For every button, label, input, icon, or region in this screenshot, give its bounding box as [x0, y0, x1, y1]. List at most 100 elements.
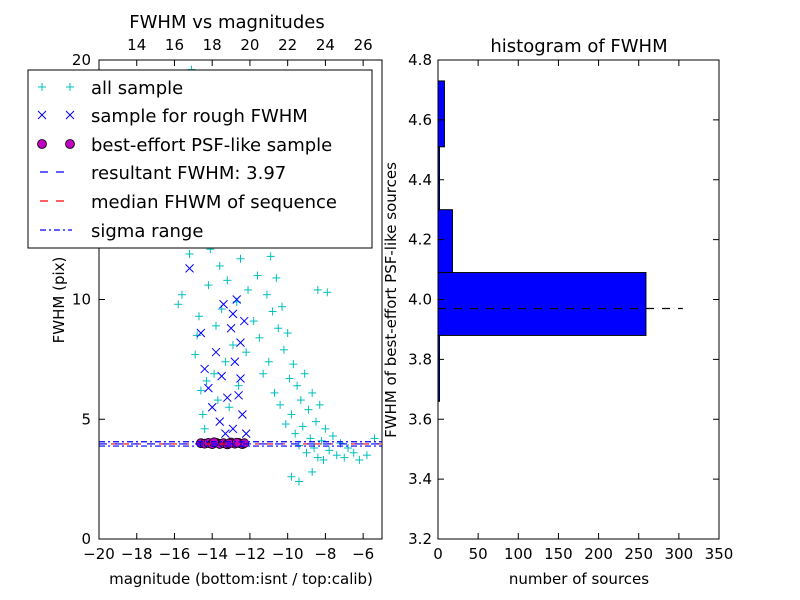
scatter-point-s0-46	[270, 388, 279, 397]
scatter-top-tick-label: 20	[240, 36, 259, 54]
scatter-point-s0-79	[344, 443, 353, 452]
scatter-point-s1-15	[236, 338, 245, 347]
scatter-point-s0-20	[221, 357, 230, 366]
scatter-point-s1-19	[236, 374, 245, 383]
histogram-x-tick-label: 350	[705, 545, 734, 563]
legend-marker-1-a	[37, 110, 47, 120]
scatter-point-s0-42	[262, 290, 271, 299]
histogram-x-tick-label: 100	[504, 545, 533, 563]
scatter-point-s0-48	[274, 324, 283, 333]
scatter-point-s0-55	[287, 410, 296, 419]
scatter-top-tick-label: 14	[127, 36, 146, 54]
scatter-point-s0-40	[259, 369, 268, 378]
scatter-point-s0-74	[325, 446, 334, 455]
scatter-point-s0-84	[287, 472, 296, 481]
scatter-point-s0-1	[178, 290, 187, 299]
scatter-title: FWHM vs magnitudes	[129, 12, 324, 33]
histogram-x-tick-label: 300	[665, 545, 694, 563]
scatter-point-s1-2	[200, 364, 210, 374]
scatter-point-s0-16	[213, 396, 222, 405]
scatter-point-s0-71	[317, 436, 326, 445]
scatter-point-s0-83	[370, 434, 379, 443]
scatter-point-s0-45	[268, 307, 277, 316]
histogram-bar-4	[437, 80, 445, 148]
histogram-x-axis-label: number of sources	[509, 570, 649, 588]
histogram-y-tick-label: 4.0	[408, 291, 432, 309]
scatter-point-s0-52	[281, 420, 290, 429]
scatter-point-s0-37	[253, 271, 262, 280]
legend-label-rough-fwhm: sample for rough FWHM	[91, 106, 308, 127]
scatter-x-tick-label: −8	[314, 545, 336, 563]
legend-label-median-fwhm: median FHWM of sequence	[91, 192, 337, 213]
scatter-point-s0-38	[255, 333, 264, 342]
legend-label-all-sample: all sample	[91, 78, 183, 99]
scatter-point-s1-13	[232, 295, 242, 304]
histogram-y-tick-label: 3.6	[408, 410, 432, 428]
scatter-y-axis-label: FWHM (pix)	[50, 257, 68, 344]
scatter-point-s0-65	[306, 434, 315, 443]
scatter-point-s0-5	[193, 331, 202, 340]
scatter-point-s0-66	[308, 388, 317, 397]
histogram-y-tick-label: 4.8	[408, 51, 432, 69]
histogram-x-tick-label: 200	[584, 545, 613, 563]
legend-label-sigma-range: sigma range	[91, 221, 203, 242]
scatter-point-s0-31	[242, 348, 251, 357]
histogram-bar-2	[437, 209, 453, 274]
scatter-point-s0-56	[289, 360, 298, 369]
scatter-point-s0-69	[313, 453, 322, 462]
scatter-point-s1-8	[219, 299, 228, 309]
histogram-x-tick-label: 150	[544, 545, 573, 563]
scatter-point-s1-20	[221, 429, 230, 438]
scatter-point-s0-22	[225, 403, 234, 412]
scatter-point-s0-0	[174, 300, 183, 309]
scatter-point-s1-21	[228, 309, 238, 319]
scatter-top-tick-label: 16	[165, 36, 184, 54]
legend-marker-0-a	[38, 83, 46, 91]
scatter-point-s1-0	[185, 264, 194, 273]
legend-label-psf-like: best-effort PSF-like sample	[91, 135, 332, 156]
scatter-point-s0-75	[328, 432, 337, 441]
scatter-x-tick-label: −10	[272, 545, 304, 563]
legend-marker-2-b	[65, 139, 75, 149]
scatter-point-s1-12	[230, 357, 240, 367]
scatter-x-tick-label: −6	[352, 545, 374, 563]
scatter-point-s0-51	[279, 345, 288, 354]
scatter-point-s0-67	[310, 443, 319, 452]
scatter-point-s1-9	[222, 393, 232, 403]
scatter-point-s0-72	[319, 455, 328, 464]
scatter-point-s0-86	[308, 467, 317, 476]
legend-marker-0-b	[66, 83, 74, 91]
scatter-point-s0-54	[285, 374, 294, 383]
scatter-point-s0-64	[304, 405, 313, 414]
scatter-point-s1-7	[217, 371, 226, 381]
histogram-y-tick-label: 4.4	[408, 171, 432, 189]
scatter-point-s0-28	[236, 254, 245, 263]
legend-markers	[37, 83, 75, 231]
histogram-bar-1	[437, 272, 647, 336]
scatter-point-s0-32	[244, 285, 253, 294]
scatter-point-s0-70	[315, 400, 324, 409]
scatter-point-s1-1	[196, 328, 206, 338]
scatter-point-s0-73	[321, 424, 330, 433]
histogram-x-tick-label: 0	[433, 545, 443, 563]
scatter-point-s1-10	[226, 323, 236, 333]
scatter-y-tick-label: 20	[72, 51, 91, 69]
scatter-x-tick-label: −16	[159, 545, 191, 563]
scatter-point-s0-4	[191, 350, 200, 359]
scatter-point-s0-85	[294, 477, 303, 486]
scatter-point-s0-68	[311, 417, 320, 426]
scatter-x-tick-label: −14	[196, 545, 228, 563]
legend-label-resultant-fwhm: resultant FWHM: 3.97	[91, 163, 286, 184]
scatter-point-s0-49	[276, 400, 285, 409]
legend-box	[27, 69, 373, 249]
scatter-point-s0-10	[202, 376, 211, 385]
scatter-point-s0-6	[194, 312, 203, 321]
scatter-point-s0-14	[210, 369, 219, 378]
histogram-y-tick-label: 3.4	[408, 470, 432, 488]
scatter-point-s0-43	[264, 357, 273, 366]
scatter-point-s0-35	[249, 317, 258, 326]
histogram-y-tick-label: 3.8	[408, 350, 432, 368]
scatter-point-s1-18	[241, 429, 251, 438]
histogram-y-axis-label: FWHM of best-effort PSF-like sources	[382, 162, 400, 438]
